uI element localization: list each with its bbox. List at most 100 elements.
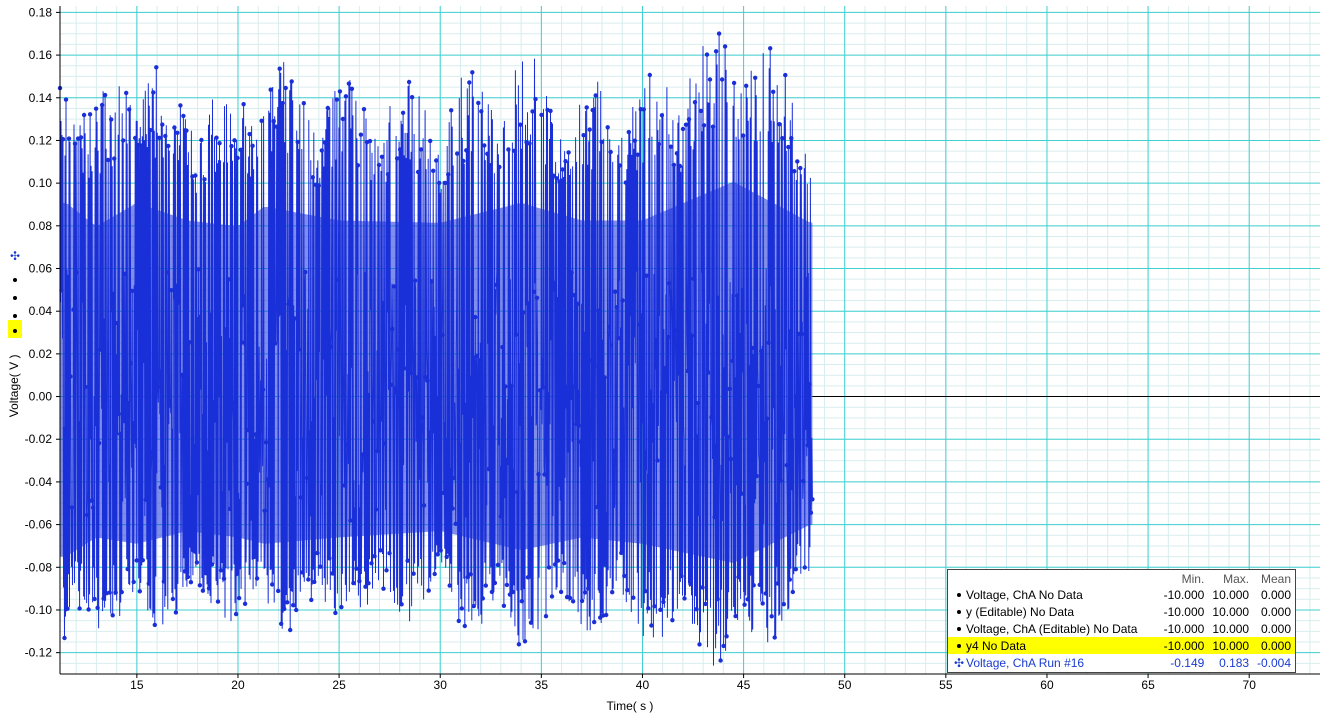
legend-row-highlighted[interactable]: y4 No Data -10.000 10.000 0.000 bbox=[948, 637, 1295, 654]
data-point bbox=[447, 583, 452, 588]
data-point bbox=[426, 588, 431, 593]
y-tick-label: -0.10 bbox=[25, 603, 53, 617]
data-point bbox=[366, 581, 371, 586]
y-tick-label: -0.02 bbox=[25, 432, 53, 446]
data-point bbox=[659, 113, 665, 118]
data-point bbox=[656, 141, 662, 147]
legend-row[interactable]: y (Editable) No Data -10.000 10.000 0.00… bbox=[948, 603, 1295, 620]
series-voltage-cha-run-16[interactable] bbox=[57, 31, 815, 666]
data-point bbox=[578, 439, 583, 445]
data-point bbox=[518, 122, 523, 127]
data-point bbox=[533, 96, 538, 102]
data-point bbox=[721, 643, 726, 649]
data-point bbox=[500, 344, 505, 350]
data-point bbox=[109, 117, 114, 122]
data-point bbox=[491, 425, 496, 430]
data-point bbox=[250, 143, 255, 148]
data-point bbox=[185, 574, 191, 580]
data-point bbox=[512, 148, 517, 153]
data-point bbox=[628, 311, 633, 317]
data-point bbox=[270, 582, 275, 587]
y-tick-label: 0.10 bbox=[29, 176, 53, 190]
data-point bbox=[92, 596, 97, 602]
data-point bbox=[650, 403, 656, 408]
data-point bbox=[128, 361, 133, 366]
data-point bbox=[200, 588, 206, 593]
data-point bbox=[649, 623, 654, 628]
data-point bbox=[360, 452, 365, 457]
data-point bbox=[339, 604, 344, 610]
data-point bbox=[361, 107, 367, 112]
data-point bbox=[744, 83, 749, 89]
data-point bbox=[203, 571, 209, 576]
data-point bbox=[792, 169, 797, 174]
crosshair-icon[interactable]: ✣ bbox=[9, 249, 21, 263]
data-point bbox=[753, 75, 758, 81]
data-point bbox=[557, 179, 562, 184]
data-point bbox=[325, 105, 330, 111]
data-point bbox=[292, 316, 297, 321]
legend-row-run[interactable]: ✣ Voltage, ChA Run #16 -0.149 0.183 -0.0… bbox=[948, 654, 1295, 671]
data-point bbox=[458, 442, 463, 448]
data-point bbox=[631, 595, 636, 600]
data-point bbox=[283, 85, 288, 91]
data-point bbox=[590, 107, 595, 113]
data-point bbox=[635, 152, 640, 157]
data-point bbox=[291, 603, 296, 608]
y-axis-label: Voltage( V ) bbox=[7, 355, 21, 418]
data-point bbox=[239, 340, 245, 345]
data-point bbox=[579, 598, 585, 604]
data-point bbox=[610, 590, 615, 595]
y-tick-label: -0.04 bbox=[25, 475, 53, 489]
data-point bbox=[581, 133, 586, 138]
data-point bbox=[703, 601, 708, 607]
data-point bbox=[116, 411, 121, 417]
legend-row[interactable]: Voltage, ChA (Editable) No Data -10.000 … bbox=[948, 620, 1295, 637]
data-point bbox=[390, 326, 395, 332]
data-point bbox=[516, 642, 522, 647]
data-point bbox=[106, 157, 111, 163]
data-point bbox=[322, 140, 327, 145]
data-point bbox=[232, 138, 237, 143]
data-point bbox=[72, 141, 78, 146]
dot-icon[interactable] bbox=[8, 306, 22, 320]
data-point bbox=[665, 334, 671, 340]
dot-icon[interactable] bbox=[8, 270, 22, 284]
data-point bbox=[182, 569, 188, 574]
highlighted-dot-icon[interactable] bbox=[8, 320, 22, 338]
data-point bbox=[148, 127, 153, 133]
data-point bbox=[301, 101, 306, 106]
data-point bbox=[280, 100, 285, 106]
legend-mean: 0.000 bbox=[1253, 637, 1295, 654]
data-point bbox=[355, 163, 361, 168]
legend-row[interactable]: Voltage, ChA No Data -10.000 10.000 0.00… bbox=[948, 586, 1295, 603]
legend-max: 10.000 bbox=[1212, 621, 1250, 636]
data-point bbox=[236, 595, 242, 601]
data-point bbox=[637, 322, 642, 327]
data-point bbox=[303, 269, 308, 275]
data-point bbox=[235, 155, 240, 161]
data-point bbox=[253, 432, 258, 437]
data-point bbox=[425, 378, 430, 383]
data-point bbox=[74, 270, 79, 275]
data-point bbox=[771, 89, 776, 95]
x-tick-label: 30 bbox=[434, 678, 448, 692]
y-tick-label: 0.06 bbox=[29, 262, 53, 276]
data-point bbox=[489, 589, 495, 595]
data-point bbox=[471, 603, 476, 609]
data-point bbox=[388, 382, 394, 387]
data-point bbox=[731, 80, 737, 86]
data-point bbox=[268, 87, 273, 92]
data-point bbox=[391, 284, 397, 289]
x-tick-label: 20 bbox=[231, 678, 245, 692]
y-tick-label: 0.02 bbox=[29, 347, 53, 361]
dot-icon[interactable] bbox=[8, 288, 22, 302]
data-point bbox=[540, 385, 546, 390]
legend-max: 10.000 bbox=[1208, 637, 1254, 654]
data-point bbox=[315, 550, 320, 556]
data-point bbox=[63, 97, 69, 102]
data-point bbox=[552, 562, 558, 567]
data-point bbox=[692, 100, 698, 105]
data-point bbox=[625, 587, 630, 593]
data-point bbox=[613, 289, 618, 294]
